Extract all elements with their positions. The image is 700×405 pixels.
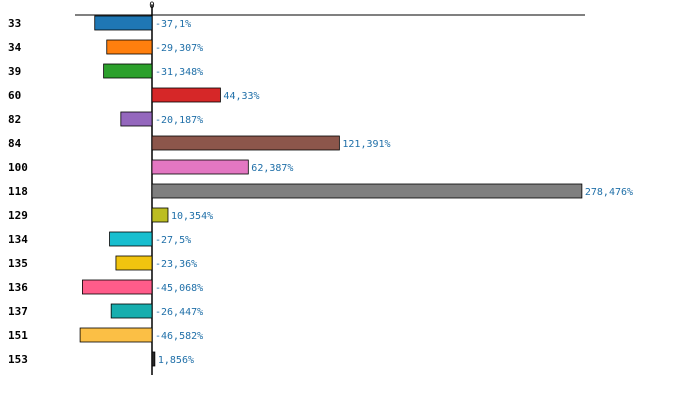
bar-series: 33 -37,1% 34 -29,307% 39 -31,348% 60 44,33% 82 -2… bbox=[8, 15, 633, 367]
bar-33 bbox=[94, 15, 153, 31]
value-label-84: 121,391% bbox=[342, 139, 390, 150]
category-label-82: 82 bbox=[8, 113, 21, 126]
category-label-33: 33 bbox=[8, 17, 21, 30]
value-label-137: -26,447% bbox=[155, 307, 203, 318]
bar-82 bbox=[120, 111, 153, 127]
category-label-60: 60 bbox=[8, 89, 21, 102]
bar-39 bbox=[103, 63, 153, 79]
value-label-135: -23,36% bbox=[155, 259, 197, 270]
value-label-82: -20,187% bbox=[155, 115, 203, 126]
value-label-136: -45,068% bbox=[155, 283, 203, 294]
value-label-118: 278,476% bbox=[585, 187, 633, 198]
value-label-151: -46,582% bbox=[155, 331, 203, 342]
value-label-60: 44,33% bbox=[223, 91, 259, 102]
value-label-153: 1,856% bbox=[158, 355, 194, 366]
bar-84 bbox=[151, 135, 340, 151]
category-label-118: 118 bbox=[8, 185, 28, 198]
bar-129 bbox=[151, 207, 169, 223]
bar-118 bbox=[151, 183, 583, 199]
bar-134 bbox=[109, 231, 153, 247]
bar-135 bbox=[115, 255, 153, 271]
bar-153 bbox=[151, 351, 156, 367]
category-label-153: 153 bbox=[8, 353, 28, 366]
bar-100 bbox=[151, 159, 249, 175]
bar-136 bbox=[82, 279, 153, 295]
zero-tick-label: 0 bbox=[149, 1, 154, 11]
value-label-100: 62,387% bbox=[251, 163, 293, 174]
value-label-129: 10,354% bbox=[171, 211, 213, 222]
category-label-136: 136 bbox=[8, 281, 28, 294]
value-label-134: -27,5% bbox=[155, 235, 191, 246]
value-label-33: -37,1% bbox=[155, 19, 191, 30]
category-label-100: 100 bbox=[8, 161, 28, 174]
category-label-129: 129 bbox=[8, 209, 28, 222]
category-label-84: 84 bbox=[8, 137, 22, 150]
category-label-134: 134 bbox=[8, 233, 28, 246]
category-label-39: 39 bbox=[8, 65, 21, 78]
bar-60 bbox=[151, 87, 221, 103]
category-label-135: 135 bbox=[8, 257, 28, 270]
bar-34 bbox=[106, 39, 153, 55]
bar-151 bbox=[79, 327, 153, 343]
value-label-34: -29,307% bbox=[155, 43, 203, 54]
category-label-34: 34 bbox=[8, 41, 22, 54]
bar-137 bbox=[110, 303, 153, 319]
category-label-137: 137 bbox=[8, 305, 28, 318]
value-label-39: -31,348% bbox=[155, 67, 203, 78]
category-label-151: 151 bbox=[8, 329, 28, 342]
